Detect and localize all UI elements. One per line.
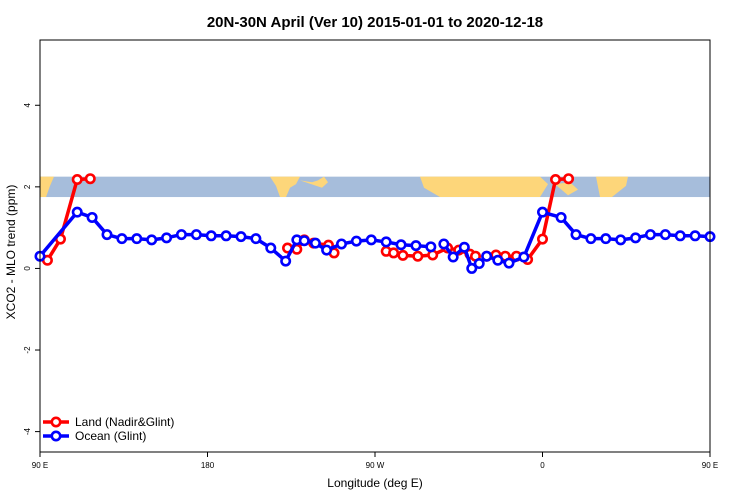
data-point-0 — [536, 233, 548, 245]
data-point-1 — [365, 234, 377, 246]
data-point-1 — [350, 235, 362, 247]
data-point-0 — [84, 173, 96, 185]
x-axis-label: Longitude (deg E) — [327, 476, 422, 490]
data-point-1 — [447, 251, 459, 263]
data-point-0 — [388, 247, 400, 259]
series-layer — [34, 173, 716, 274]
data-point-1 — [131, 233, 143, 245]
data-point-1 — [190, 229, 202, 241]
data-point-1 — [466, 262, 478, 274]
chart-title: 20N-30N April (Ver 10) 2015-01-01 to 202… — [207, 14, 543, 31]
data-point-1 — [503, 257, 515, 269]
data-point-1 — [536, 206, 548, 218]
data-point-1 — [458, 241, 470, 253]
data-point-1 — [630, 232, 642, 244]
data-point-1 — [101, 229, 113, 241]
legend-swatch-marker — [50, 416, 62, 428]
data-point-1 — [321, 244, 333, 256]
map-land — [555, 182, 578, 196]
x-tick-label: 0 — [540, 461, 545, 470]
data-point-1 — [161, 232, 173, 244]
data-point-1 — [309, 237, 321, 249]
data-point-1 — [473, 258, 485, 270]
map-land — [420, 176, 548, 198]
legend-swatch-marker — [50, 430, 62, 442]
x-tick-label: 180 — [201, 461, 215, 470]
axes-layer: 90 E 180 90 W 0 90 E -4 -2 0 2 4 — [23, 39, 718, 470]
map-land — [40, 176, 54, 198]
legend: Land (Nadir&Glint)Ocean (Glint) — [43, 415, 174, 443]
data-point-0 — [563, 173, 575, 185]
x-tick-label: 90 E — [702, 461, 718, 470]
data-point-1 — [438, 238, 450, 250]
map-band — [40, 176, 710, 198]
y-tick-label: -4 — [23, 428, 32, 436]
data-point-1 — [600, 233, 612, 245]
data-point-0 — [412, 250, 424, 262]
data-point-1 — [235, 231, 247, 243]
data-point-1 — [492, 254, 504, 266]
data-point-1 — [86, 211, 98, 223]
data-point-1 — [570, 229, 582, 241]
data-point-1 — [689, 230, 701, 242]
data-point-1 — [335, 238, 347, 250]
data-point-1 — [425, 241, 437, 253]
data-point-1 — [518, 251, 530, 263]
data-point-1 — [644, 229, 656, 241]
data-point-1 — [659, 229, 671, 241]
data-point-1 — [116, 233, 128, 245]
y-tick-label: 2 — [23, 184, 32, 189]
data-point-1 — [265, 242, 277, 254]
data-point-1 — [205, 230, 217, 242]
y-tick-label: 0 — [23, 266, 32, 271]
data-point-1 — [615, 234, 627, 246]
data-point-0 — [397, 249, 409, 261]
map-land — [270, 176, 300, 198]
x-tick-label: 90 E — [32, 461, 48, 470]
data-point-1 — [380, 236, 392, 248]
legend-label: Ocean (Glint) — [75, 429, 146, 443]
y-axis-label: XCO2 - MLO trend (ppm) — [4, 185, 18, 320]
data-point-1 — [410, 240, 422, 252]
legend-label: Land (Nadir&Glint) — [75, 415, 174, 429]
data-point-1 — [71, 206, 83, 218]
plot-frame — [39, 39, 711, 453]
y-tick-label: -2 — [23, 346, 32, 354]
data-point-1 — [395, 239, 407, 251]
data-point-1 — [298, 235, 310, 247]
data-point-0 — [71, 174, 83, 186]
data-point-1 — [146, 234, 158, 246]
data-point-0 — [550, 174, 562, 186]
data-point-1 — [674, 230, 686, 242]
y-tick-label: 4 — [23, 102, 32, 107]
data-point-1 — [175, 229, 187, 241]
data-point-1 — [280, 255, 292, 267]
data-point-1 — [481, 250, 493, 262]
data-point-1 — [585, 233, 597, 245]
data-point-1 — [250, 233, 262, 245]
data-point-1 — [220, 230, 232, 242]
map-land — [596, 176, 628, 198]
x-tick-label: 90 W — [366, 461, 385, 470]
data-point-1 — [555, 211, 567, 223]
map-land — [300, 176, 328, 188]
series-line-0 — [45, 176, 91, 262]
